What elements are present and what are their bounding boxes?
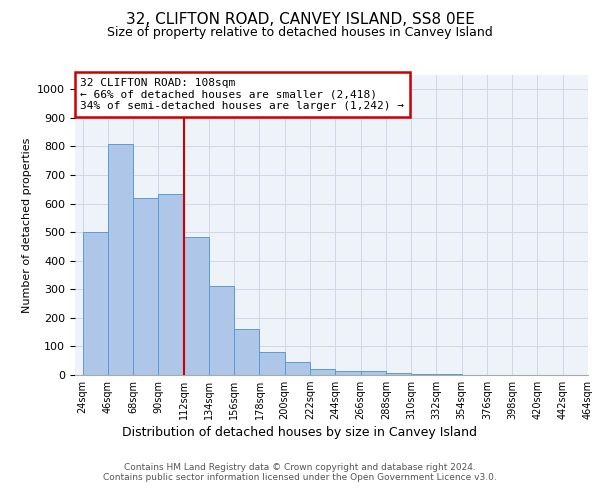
Text: Contains public sector information licensed under the Open Government Licence v3: Contains public sector information licen…	[103, 472, 497, 482]
Text: Contains HM Land Registry data © Crown copyright and database right 2024.: Contains HM Land Registry data © Crown c…	[124, 462, 476, 471]
Text: Size of property relative to detached houses in Canvey Island: Size of property relative to detached ho…	[107, 26, 493, 39]
Bar	[108, 144, 133, 375]
Bar	[184, 237, 209, 375]
Bar	[158, 194, 184, 375]
Bar	[234, 328, 259, 375]
Bar	[335, 370, 361, 375]
Bar	[285, 362, 310, 375]
Text: Distribution of detached houses by size in Canvey Island: Distribution of detached houses by size …	[122, 426, 478, 439]
Bar	[386, 372, 411, 375]
Text: 32 CLIFTON ROAD: 108sqm
← 66% of detached houses are smaller (2,418)
34% of semi: 32 CLIFTON ROAD: 108sqm ← 66% of detache…	[80, 78, 404, 111]
Bar	[436, 374, 461, 375]
Text: 32, CLIFTON ROAD, CANVEY ISLAND, SS8 0EE: 32, CLIFTON ROAD, CANVEY ISLAND, SS8 0EE	[125, 12, 475, 28]
Bar	[133, 198, 158, 375]
Bar	[310, 368, 335, 375]
Bar	[361, 370, 386, 375]
Bar	[411, 374, 436, 375]
Bar	[83, 232, 108, 375]
Bar	[259, 352, 285, 375]
Y-axis label: Number of detached properties: Number of detached properties	[22, 138, 32, 312]
Bar	[209, 286, 234, 375]
